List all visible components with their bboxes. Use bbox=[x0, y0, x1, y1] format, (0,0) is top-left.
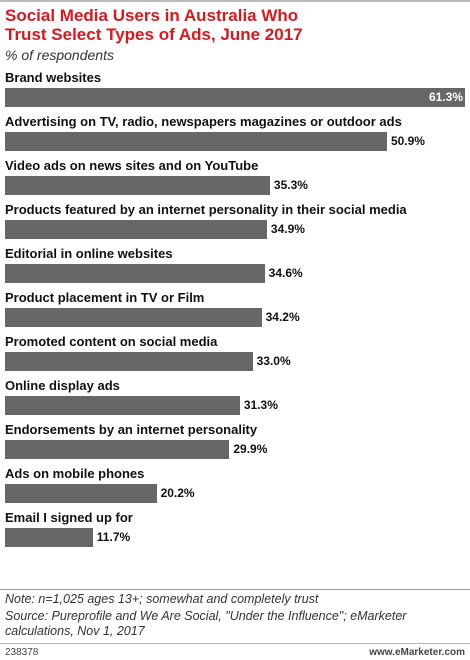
bar-track: 50.9% bbox=[5, 132, 467, 151]
bar bbox=[5, 176, 270, 195]
value-label: 50.9% bbox=[390, 134, 425, 148]
bar-track: 34.6% bbox=[5, 264, 467, 283]
bar bbox=[5, 396, 240, 415]
bar bbox=[5, 308, 262, 327]
value-label: 11.7% bbox=[96, 530, 131, 544]
bar-row: Ads on mobile phones 20.2% bbox=[5, 465, 467, 503]
bar-row: Editorial in online websites 34.6% bbox=[5, 245, 467, 283]
footer-bar: 238378 www.eMarketer.com bbox=[0, 643, 470, 660]
category-label: Email I signed up for bbox=[5, 510, 133, 525]
bar-row: Video ads on news sites and on YouTube 35… bbox=[5, 157, 467, 195]
value-label: 35.3% bbox=[273, 178, 308, 192]
bar-row: Online display ads 31.3% bbox=[5, 377, 467, 415]
value-label: 34.2% bbox=[265, 310, 300, 324]
bar-row: Brand websites 61.3% bbox=[5, 69, 467, 107]
value-label: 34.6% bbox=[268, 266, 303, 280]
category-label: Brand websites bbox=[5, 70, 102, 85]
footnotes: Note: n=1,025 ages 13+; somewhat and com… bbox=[0, 589, 470, 639]
category-label: Endorsements by an internet personality bbox=[5, 422, 258, 437]
top-rule bbox=[0, 0, 470, 2]
value-label: 34.9% bbox=[270, 222, 305, 236]
bar-track: 61.3% bbox=[5, 88, 467, 107]
bar-track: 20.2% bbox=[5, 484, 467, 503]
value-label: 61.3% bbox=[428, 90, 463, 104]
bar-track: 33.0% bbox=[5, 352, 467, 371]
value-label: 20.2% bbox=[160, 486, 195, 500]
chart-title: Social Media Users in Australia Who Trus… bbox=[5, 6, 303, 44]
source: Source: Pureprofile and We Are Social, "… bbox=[5, 609, 407, 638]
bar-track: 31.3% bbox=[5, 396, 467, 415]
category-label: Editorial in online websites bbox=[5, 246, 173, 261]
category-label: Promoted content on social media bbox=[5, 334, 218, 349]
note: Note: n=1,025 ages 13+; somewhat and com… bbox=[5, 592, 319, 606]
bar bbox=[5, 352, 253, 371]
category-label: Ads on mobile phones bbox=[5, 466, 145, 481]
chart-id: 238378 bbox=[5, 647, 39, 658]
bar-track: 34.2% bbox=[5, 308, 467, 327]
bar-row: Products featured by an internet persona… bbox=[5, 201, 467, 239]
bar-row: Endorsements by an internet personality 2… bbox=[5, 421, 467, 459]
bar-track: 11.7% bbox=[5, 528, 467, 547]
category-label: Online display ads bbox=[5, 378, 120, 393]
bar-track: 35.3% bbox=[5, 176, 467, 195]
bar bbox=[5, 88, 465, 107]
category-label: Product placement in TV or Film bbox=[5, 290, 205, 305]
bar bbox=[5, 264, 265, 283]
bar bbox=[5, 220, 267, 239]
bar-row: Promoted content on social media 33.0% bbox=[5, 333, 467, 371]
chart-subtitle: % of respondents bbox=[5, 47, 114, 63]
bar-row: Email I signed up for 11.7% bbox=[5, 509, 467, 547]
plot: Brand websites 61.3% Advertising on TV, ra… bbox=[5, 69, 467, 547]
bar-row: Advertising on TV, radio, newspapers mag… bbox=[5, 113, 467, 151]
website: www.eMarketer.com bbox=[369, 647, 465, 658]
bar-track: 29.9% bbox=[5, 440, 467, 459]
value-label: 29.9% bbox=[233, 442, 268, 456]
value-label: 31.3% bbox=[243, 398, 278, 412]
value-label: 33.0% bbox=[256, 354, 291, 368]
category-label: Products featured by an internet persona… bbox=[5, 202, 407, 217]
bar bbox=[5, 440, 230, 459]
bar bbox=[5, 132, 387, 151]
bar-row: Product placement in TV or Film 34.2% bbox=[5, 289, 467, 327]
bar bbox=[5, 484, 157, 503]
bar bbox=[5, 528, 93, 547]
category-label: Advertising on TV, radio, newspapers mag… bbox=[5, 114, 402, 129]
category-label: Video ads on news sites and on YouTube bbox=[5, 158, 259, 173]
bar-track: 34.9% bbox=[5, 220, 467, 239]
